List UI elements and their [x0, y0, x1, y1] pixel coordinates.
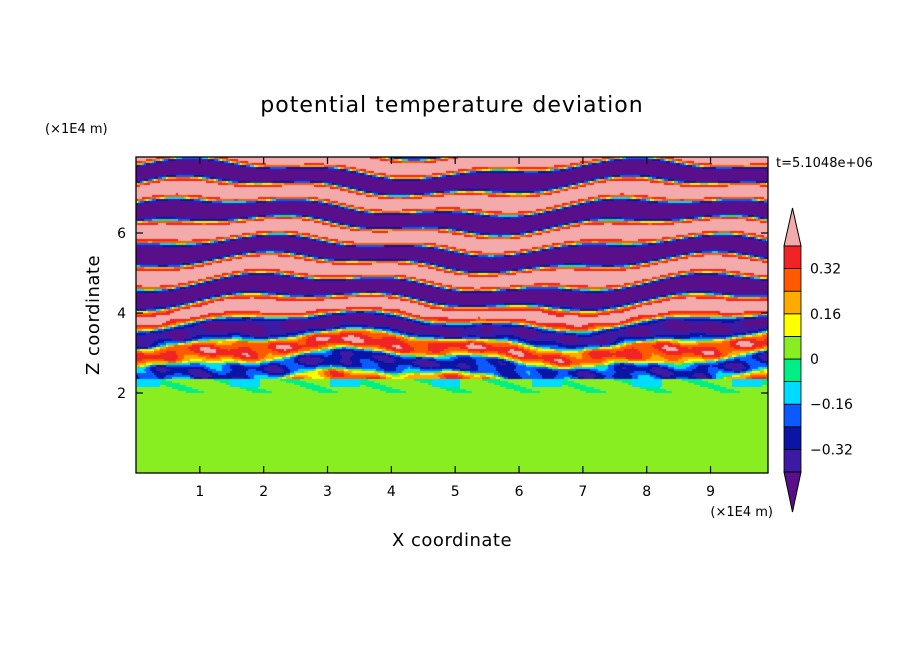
x-tick-label: 5: [451, 484, 460, 500]
x-axis-label: X coordinate: [392, 530, 512, 551]
x-tick-label: 6: [515, 484, 524, 500]
colorbar-tick-label: 0.32: [810, 262, 841, 278]
colorbar-extend-bottom: [783, 471, 802, 513]
colorbar-swatch: [783, 426, 802, 450]
x-tick-label: 7: [578, 484, 587, 500]
colorbar-swatch: [783, 358, 802, 383]
y-tick-label: 2: [117, 386, 126, 402]
y-ticks: 2 4 6: [117, 226, 768, 402]
colorbar-swatch: [783, 381, 802, 405]
y-axis-label: Z coordinate: [83, 255, 104, 375]
y-tick-label: 6: [117, 226, 126, 242]
colorbar-tick-label: 0: [810, 352, 819, 368]
colorbar: 0.32 0.16 0 −0.16 −0.32: [783, 207, 853, 513]
colorbar-swatch: [783, 403, 802, 428]
colorbar-tick-label: −0.32: [810, 442, 853, 458]
colorbar-extend-top: [783, 207, 802, 247]
colorbar-swatch: [783, 245, 802, 270]
plot-frame: [135, 156, 769, 474]
x-tick-label: 3: [323, 484, 332, 500]
contour-raster: [136, 157, 768, 473]
x-ticks: 1 2 3 4 5 6 7 8 9: [195, 157, 715, 500]
colorbar-tick-label: −0.16: [810, 397, 853, 413]
colorbar-swatch: [783, 448, 802, 473]
x-tick-label: 2: [259, 484, 268, 500]
colorbar-swatch: [783, 313, 802, 337]
colorbar-swatch: [783, 268, 802, 292]
colorbar-swatch: [783, 290, 802, 315]
colorbar-swatch: [783, 335, 802, 360]
time-label: t=5.1048e+06: [776, 156, 873, 171]
colorbar-tick-label: 0.16: [810, 307, 841, 323]
x-tick-label: 1: [195, 484, 204, 500]
x-tick-label: 8: [642, 484, 651, 500]
x-unit-label: (×1E4 m): [710, 505, 773, 520]
chart-title: potential temperature deviation: [260, 93, 643, 118]
x-tick-label: 9: [706, 484, 715, 500]
x-tick-label: 4: [387, 484, 396, 500]
y-tick-label: 4: [117, 306, 126, 322]
contour-field: [136, 157, 768, 473]
z-unit-label: (×1E4 m): [45, 122, 108, 137]
